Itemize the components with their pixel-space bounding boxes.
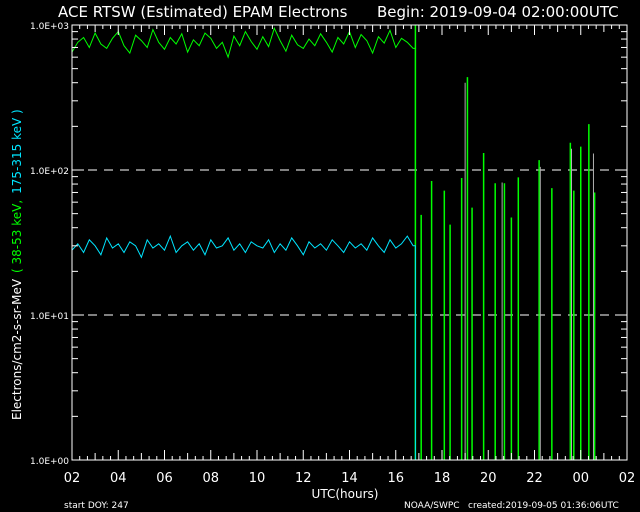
x-tick-label: 02 — [619, 471, 636, 486]
x-tick-label: 04 — [110, 471, 127, 486]
y-axis-label-units: Electrons/cm2-s-sr-MeV — [10, 278, 24, 420]
series-line-0 — [71, 26, 416, 460]
series-line-1 — [71, 234, 416, 460]
x-tick-label: 12 — [295, 471, 312, 486]
axes: 02 04 06 08 10 12 14 16 18 20 22 00 02 1.0E+00 1.0E+01… — [30, 22, 635, 486]
x-tick-label: 10 — [249, 471, 266, 486]
start-doy: start DOY: 247 — [64, 501, 129, 511]
y-tick-label: 1.0E+01 — [30, 312, 69, 322]
x-tick-label: 22 — [526, 471, 543, 486]
x-tick-label: 18 — [434, 471, 451, 486]
plot-area — [71, 25, 627, 460]
y-tick-label: 1.0E+03 — [30, 22, 69, 32]
y-axis-label-low-energy: ( 38-53 keV, — [10, 200, 24, 273]
x-axis-label: UTC(hours) — [312, 487, 379, 501]
x-tick-label: 16 — [387, 471, 404, 486]
created-time: created:2019-09-05 01:36:06UTC — [468, 501, 619, 511]
chart-title: ACE RTSW (Estimated) EPAM Electrons — [58, 3, 348, 21]
x-tick-label: 20 — [480, 471, 497, 486]
x-tick-label: 02 — [64, 471, 81, 486]
y-axis-label: Electrons/cm2-s-sr-MeV ( 38-53 keV, 175-31… — [10, 109, 24, 420]
y-axis-label-high-energy: 175-315 keV ) — [10, 109, 24, 194]
x-tick-label: 08 — [202, 471, 219, 486]
begin-time: Begin: 2019-09-04 02:00:00UTC — [377, 3, 619, 21]
x-tick-label: 00 — [572, 471, 589, 486]
svg-text:Electrons/cm2-s-sr-MeV( 38-53: Electrons/cm2-s-sr-MeV ( 38-53 keV, 175-31… — [10, 109, 24, 420]
y-tick-label: 1.0E+00 — [30, 457, 69, 467]
x-tick-label: 14 — [341, 471, 358, 486]
y-tick-label: 1.0E+02 — [30, 167, 69, 177]
agency: NOAA/SWPC — [404, 501, 460, 511]
x-tick-label: 06 — [156, 471, 173, 486]
